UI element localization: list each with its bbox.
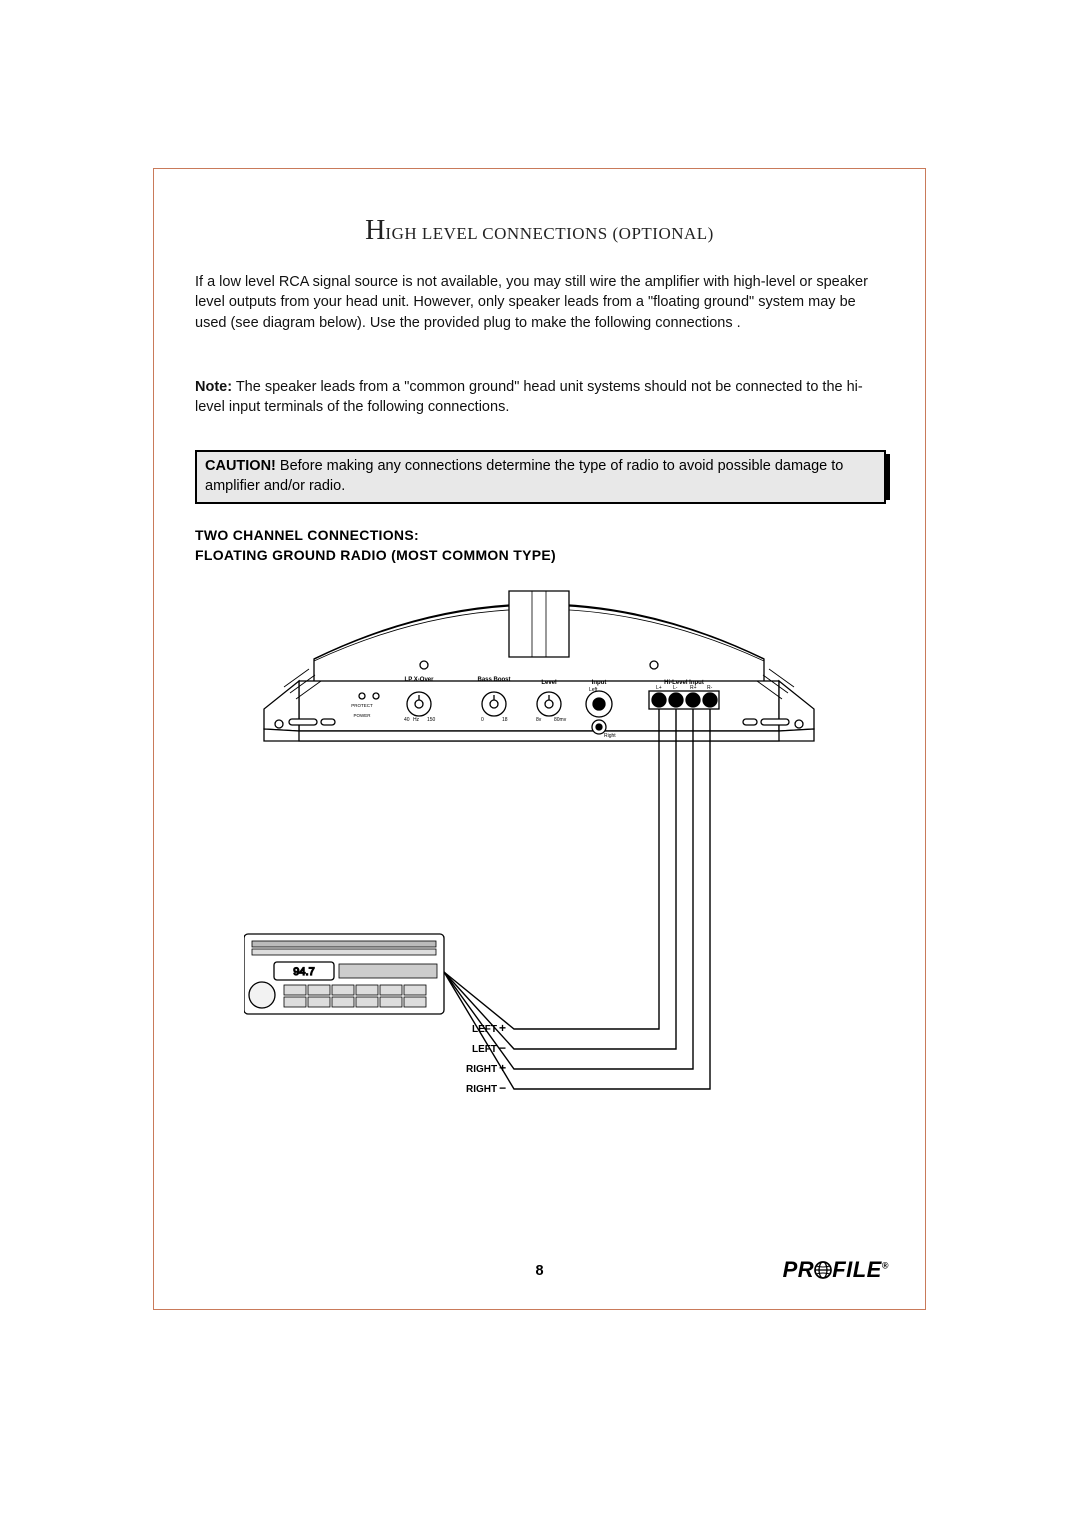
hi-l-plus-label: L+ (656, 685, 662, 691)
intro-paragraph: If a low level RCA signal source is not … (195, 272, 884, 333)
wire-label-l-plus: LEFT (472, 1024, 497, 1035)
freq-hi-label: 150 (427, 717, 436, 723)
svg-text:LP X-Over: LP X-Over (405, 677, 435, 683)
subhead-line-1: TWO CHANNEL CONNECTIONS: (195, 526, 556, 546)
wire-label-r-minus: RIGHT (466, 1084, 497, 1095)
hz-label: Hz (413, 717, 420, 723)
bass-boost-label: Bass Boost (477, 677, 510, 683)
title-rest: IGH LEVEL CONNECTIONS (OPTIONAL) (385, 224, 713, 243)
brand-post: FILE (832, 1257, 882, 1282)
hi-r-plus-label: R+ (690, 685, 697, 691)
note-paragraph: Note: The speaker leads from a "common g… (195, 377, 884, 418)
hi-l-minus-label: L- (673, 685, 678, 691)
brand-logo: PRFILE® (783, 1257, 889, 1285)
wire-label-l-minus: LEFT (472, 1044, 497, 1055)
freq-lo-label: 40 (404, 717, 410, 723)
caution-label: CAUTION! (205, 458, 276, 474)
right-rca-label: Right (604, 733, 616, 739)
level-knob (537, 692, 561, 716)
head-unit-icon: 94.7 (244, 934, 444, 1014)
caution-text: Before making any connections determine … (205, 458, 843, 494)
hi-level-label: Hi-Level Input (664, 680, 704, 686)
hi-r-minus-label: R- (707, 685, 713, 691)
boost-lo-label: 0 (481, 717, 484, 723)
lev-hi-label: 80mv (554, 717, 567, 723)
wiring-diagram: LP X-Over Bass Boost Level Input Hi-Leve… (244, 569, 834, 1129)
diagram-heading: TWO CHANNEL CONNECTIONS: FLOATING GROUND… (195, 526, 556, 565)
power-label: POWER (353, 713, 371, 718)
bass-boost-knob (482, 692, 506, 716)
svg-text:RIGHT+: RIGHT+ (466, 1061, 506, 1075)
level-label: Level (541, 680, 557, 686)
brand-pre: PR (783, 1257, 815, 1282)
svg-text:LEFT+: LEFT+ (472, 1021, 506, 1035)
subhead-line-2: FLOATING GROUND RADIO (MOST COMMON TYPE) (195, 546, 556, 566)
title-dropcap: H (365, 215, 385, 246)
lp-xover-label: LP X-Over (405, 677, 435, 683)
wire-label-r-plus: RIGHT (466, 1064, 497, 1075)
radio-display: 94.7 (293, 966, 314, 978)
boost-hi-label: 18 (502, 717, 508, 723)
wire-labels-group: LEFT+ LEFT− RIGHT+ RIGHT− (466, 1021, 506, 1095)
page-title: HIGH LEVEL CONNECTIONS (OPTIONAL) (154, 215, 925, 247)
hi-level-input-icon (649, 691, 719, 709)
note-label: Note: (195, 379, 232, 395)
caution-box: CAUTION! Before making any connections d… (195, 450, 886, 504)
svg-text:LEFT−: LEFT− (472, 1041, 506, 1055)
caution-content: CAUTION! Before making any connections d… (195, 450, 886, 504)
brand-globe-icon (814, 1259, 832, 1285)
svg-text:RIGHT−: RIGHT− (466, 1081, 506, 1095)
manual-page: HIGH LEVEL CONNECTIONS (OPTIONAL) If a l… (153, 168, 926, 1310)
protect-label: PROTECT (351, 703, 373, 708)
note-text: The speaker leads from a "common ground"… (195, 379, 863, 415)
lev-lo-label: 8v (536, 717, 542, 723)
left-rca-label: Left (589, 687, 598, 693)
input-label: Input (592, 680, 607, 686)
lp-xover-knob (407, 692, 431, 716)
